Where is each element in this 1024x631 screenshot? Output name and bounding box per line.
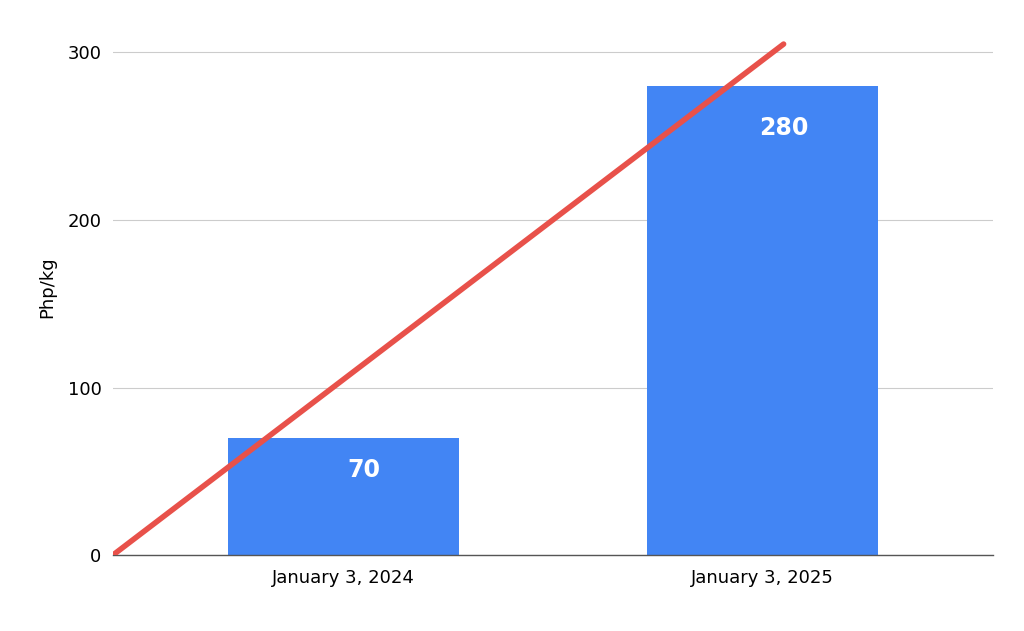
Bar <box>647 86 878 555</box>
Text: 70: 70 <box>348 457 381 481</box>
Y-axis label: Php/kg: Php/kg <box>39 256 56 318</box>
Bar <box>228 438 459 555</box>
Text: 280: 280 <box>759 116 808 140</box>
